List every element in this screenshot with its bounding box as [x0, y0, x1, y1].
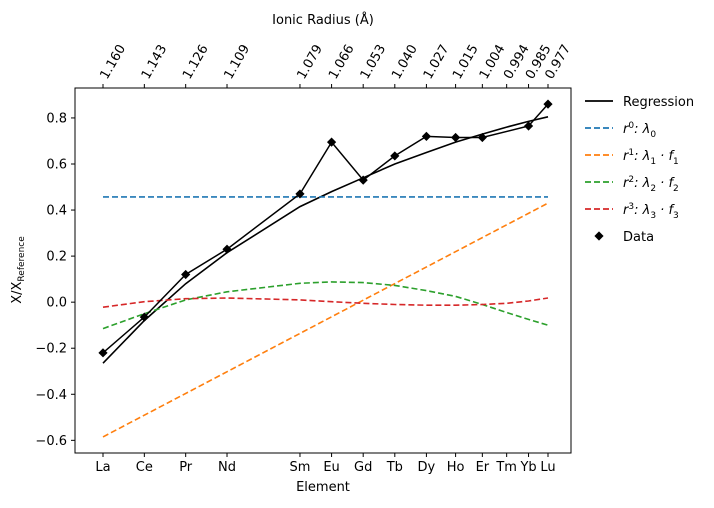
x-tick-label-yb: Yb: [519, 460, 536, 475]
legend: Regression r0: λ0 r1: λ1 · f1 r2: λ2 · f2 r3…: [585, 95, 694, 245]
x-tick-label-gd: Gd: [354, 460, 372, 475]
series-line-r3: [102, 297, 549, 308]
data-point-pr: [181, 269, 191, 280]
y-tick-label: 0.2: [46, 250, 67, 265]
top-tick-label: 1.126: [180, 42, 212, 82]
y-tick-label: 0.0: [46, 296, 67, 311]
legend-label-r2: r2: λ2 · f2: [623, 175, 679, 194]
x-tick-label-nd: Nd: [218, 460, 236, 475]
legend-label-r3: r3: λ3 · f3: [623, 202, 679, 221]
data-point-yb: [523, 121, 534, 131]
x-axis-top: 1.160 1.143 1.126 1.109 1.079 1.066 1.053 1.040…: [97, 42, 574, 88]
series-line-regression: [102, 116, 549, 364]
x-tick-label-lu: Lu: [540, 460, 555, 475]
y-axis-label-sub: Reference: [17, 236, 27, 282]
top-tick-label: 1.027: [421, 42, 453, 82]
data-point-tb: [390, 151, 400, 161]
data-point-ho: [450, 132, 461, 143]
x-tick-label-ce: Ce: [136, 460, 153, 475]
x-tick-label-pr: Pr: [179, 460, 193, 475]
data-line: [102, 103, 549, 354]
data-point-ce: [139, 312, 149, 322]
x-tick-label-tm: Tm: [495, 460, 517, 475]
legend-label-data: Data: [623, 230, 654, 245]
top-tick-label: 1.160: [97, 42, 129, 82]
y-axis-label-main: X/X: [10, 281, 25, 303]
top-axis-label: Ionic Radius (Å): [272, 12, 374, 28]
y-tick-label: 0.8: [46, 111, 67, 126]
y-tick-label: −0.4: [35, 388, 67, 403]
series-line-r1: [102, 202, 549, 438]
data-point-er: [477, 132, 487, 143]
x-axis-bottom: La Ce Pr Nd Sm Eu Gd Tb Dy Ho Er Tm Yb Lu: [95, 453, 556, 475]
data-point-sm: [295, 189, 305, 199]
x-tick-label-dy: Dy: [418, 460, 436, 475]
data-point-nd: [222, 244, 232, 254]
y-tick-label: 0.6: [46, 157, 67, 172]
y-tick-label: −0.2: [35, 342, 67, 357]
top-tick-label: 1.079: [294, 42, 326, 82]
top-tick-label: 1.109: [221, 42, 253, 82]
data-point-gd: [358, 175, 368, 185]
legend-swatch-data: [594, 231, 604, 241]
top-tick-label: 1.066: [326, 42, 358, 82]
data-point-lu: [543, 99, 553, 109]
y-axis: −0.6 −0.4 −0.2 0.0 0.2 0.4 0.6 0.8: [35, 111, 75, 449]
y-tick-label: −0.6: [35, 434, 67, 449]
top-tick-label: 1.040: [389, 42, 421, 82]
legend-label-regression: Regression: [623, 95, 694, 110]
x-tick-label-sm: Sm: [290, 460, 311, 475]
y-axis-label: X/XReference: [10, 236, 27, 304]
x-tick-label-ho: Ho: [447, 460, 465, 475]
top-tick-label: 1.053: [358, 42, 390, 82]
legend-label-r0: r0: λ0: [623, 121, 656, 140]
data-point-la: [98, 348, 108, 358]
top-tick-label: 1.015: [450, 42, 482, 82]
x-tick-label-eu: Eu: [323, 460, 339, 475]
plot-frame: [74, 87, 572, 454]
x-axis-label: Element: [296, 480, 350, 495]
x-tick-label-tb: Tb: [386, 460, 403, 475]
data-marker-layer: [98, 99, 553, 358]
series-layer: [102, 116, 549, 438]
x-tick-label-er: Er: [476, 460, 490, 475]
top-tick-label: 1.143: [139, 42, 171, 82]
data-point-eu: [326, 137, 337, 147]
data-point-dy: [421, 131, 432, 141]
x-tick-label-la: La: [95, 460, 110, 475]
y-tick-label: 0.4: [46, 204, 67, 219]
legend-label-r1: r1: λ1 · f1: [623, 148, 679, 167]
